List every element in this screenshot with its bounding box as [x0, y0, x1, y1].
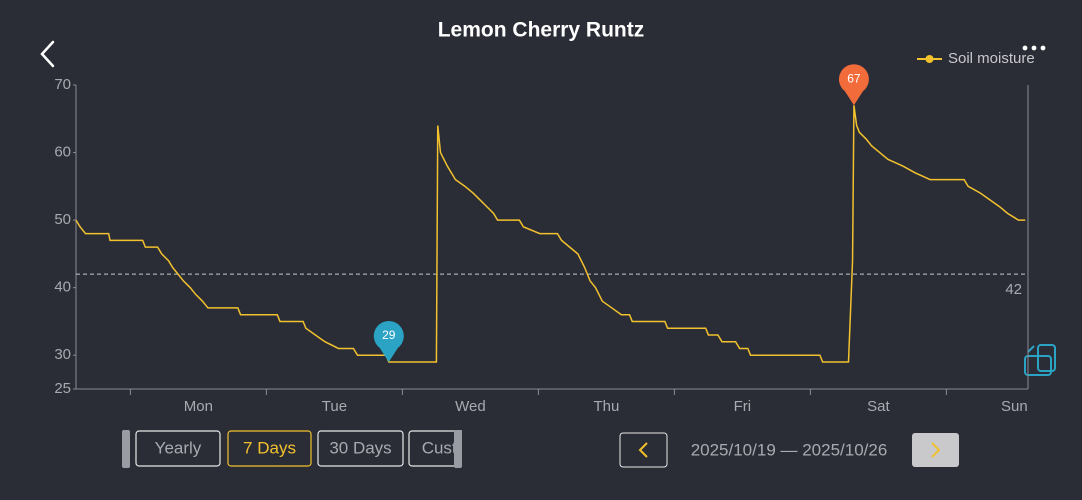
y-tick-label: 25	[54, 380, 71, 397]
prev-button[interactable]	[619, 432, 668, 468]
range-button-label: Yearly	[155, 438, 202, 457]
extreme-pin	[373, 320, 404, 362]
range-button-label: 7 Days	[243, 438, 296, 457]
more-menu[interactable]	[1022, 45, 1046, 51]
x-tick-label: Sun	[1001, 398, 1028, 415]
x-tick-label: Sat	[867, 398, 890, 415]
x-tick-label: Fri	[734, 398, 752, 415]
x-tick-label: Tue	[322, 398, 347, 415]
range-button-label: Custom	[422, 438, 481, 457]
range-button-label: 30 Days	[329, 438, 391, 457]
next-button[interactable]	[912, 433, 959, 467]
legend-label: Soil moisture	[948, 50, 1035, 67]
prev-arrow	[638, 442, 648, 458]
x-tick-label: Thu	[593, 398, 619, 415]
threshold-label: 42	[1005, 281, 1022, 298]
y-tick-label: 40	[54, 279, 71, 296]
range-button[interactable]	[317, 430, 404, 467]
page-title: Lemon Cherry Runtz	[438, 19, 645, 42]
scroll-handle	[454, 430, 462, 468]
range-button[interactable]	[408, 430, 493, 467]
rotate-icon[interactable]	[1024, 344, 1056, 376]
extreme-label: 67	[847, 71, 861, 85]
y-tick-label: 60	[54, 144, 71, 161]
back-button[interactable]	[40, 40, 55, 68]
scroll-handle	[122, 430, 130, 468]
y-tick-label: 50	[54, 211, 71, 228]
next-arrow	[931, 442, 941, 458]
y-tick-label: 70	[54, 76, 71, 93]
range-button[interactable]	[135, 430, 221, 467]
extreme-pin	[838, 64, 869, 106]
extreme-label: 29	[382, 328, 396, 342]
data-line	[75, 105, 1026, 363]
legend-dot	[925, 55, 934, 63]
range-button[interactable]	[227, 430, 312, 467]
y-tick-label: 30	[54, 346, 71, 363]
x-tick-label: Wed	[455, 398, 486, 415]
x-tick-label: Mon	[184, 398, 213, 415]
range-selector: Yearly 7 Days 30 Days Custom	[122, 430, 493, 468]
date-range: 2025/10/19 — 2025/10/26	[691, 440, 888, 459]
